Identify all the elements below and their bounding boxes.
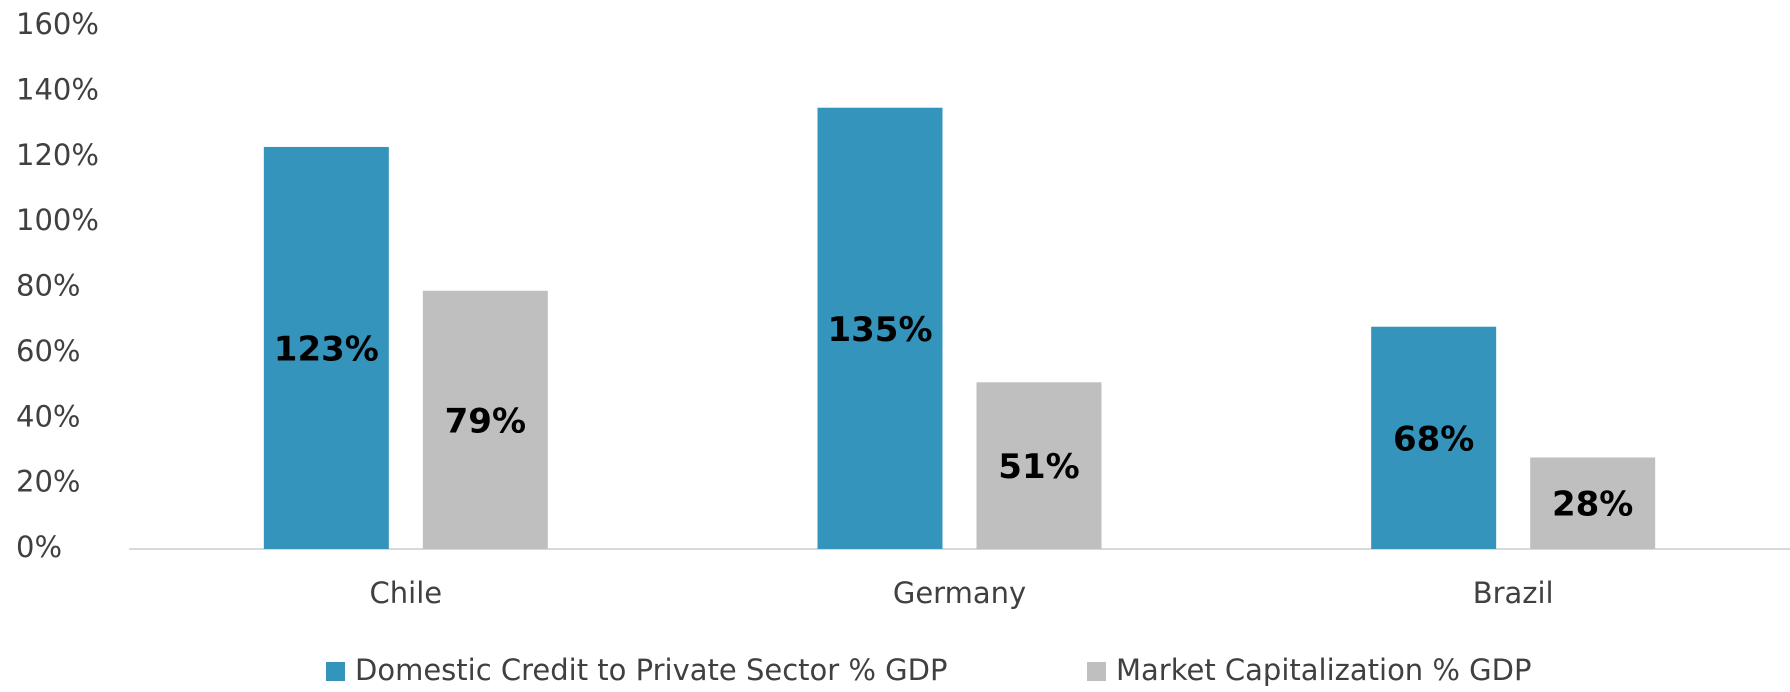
- legend-swatch: [326, 662, 345, 681]
- legend-label: Domestic Credit to Private Sector % GDP: [355, 653, 947, 687]
- y-tick-label: 100%: [16, 203, 99, 237]
- data-label: 68%: [1393, 419, 1474, 459]
- y-tick-label: 160%: [16, 7, 99, 41]
- bar: [1371, 326, 1497, 549]
- x-tick-label: Chile: [370, 576, 443, 610]
- bar: [976, 382, 1102, 549]
- y-tick-label: 120%: [16, 138, 99, 172]
- data-label: 123%: [274, 329, 379, 369]
- legend-swatch: [1087, 662, 1106, 681]
- y-tick-label: 60%: [16, 334, 80, 368]
- x-tick-label: Brazil: [1473, 576, 1554, 610]
- y-tick-label: 40%: [16, 399, 80, 433]
- data-label: 79%: [445, 401, 526, 441]
- bar: [263, 146, 389, 549]
- y-tick-label: 20%: [16, 465, 80, 499]
- y-tick-label: 0%: [16, 530, 62, 564]
- x-tick-label: Germany: [893, 576, 1026, 610]
- data-label: 135%: [827, 310, 932, 350]
- legend-label: Market Capitalization % GDP: [1116, 653, 1531, 687]
- y-tick-label: 80%: [16, 269, 80, 303]
- y-tick-label: 140%: [16, 72, 99, 106]
- data-label: 28%: [1552, 485, 1633, 525]
- bar: [817, 107, 943, 549]
- data-label: 51%: [998, 447, 1079, 487]
- bar: [422, 290, 548, 549]
- bar: [1530, 457, 1656, 549]
